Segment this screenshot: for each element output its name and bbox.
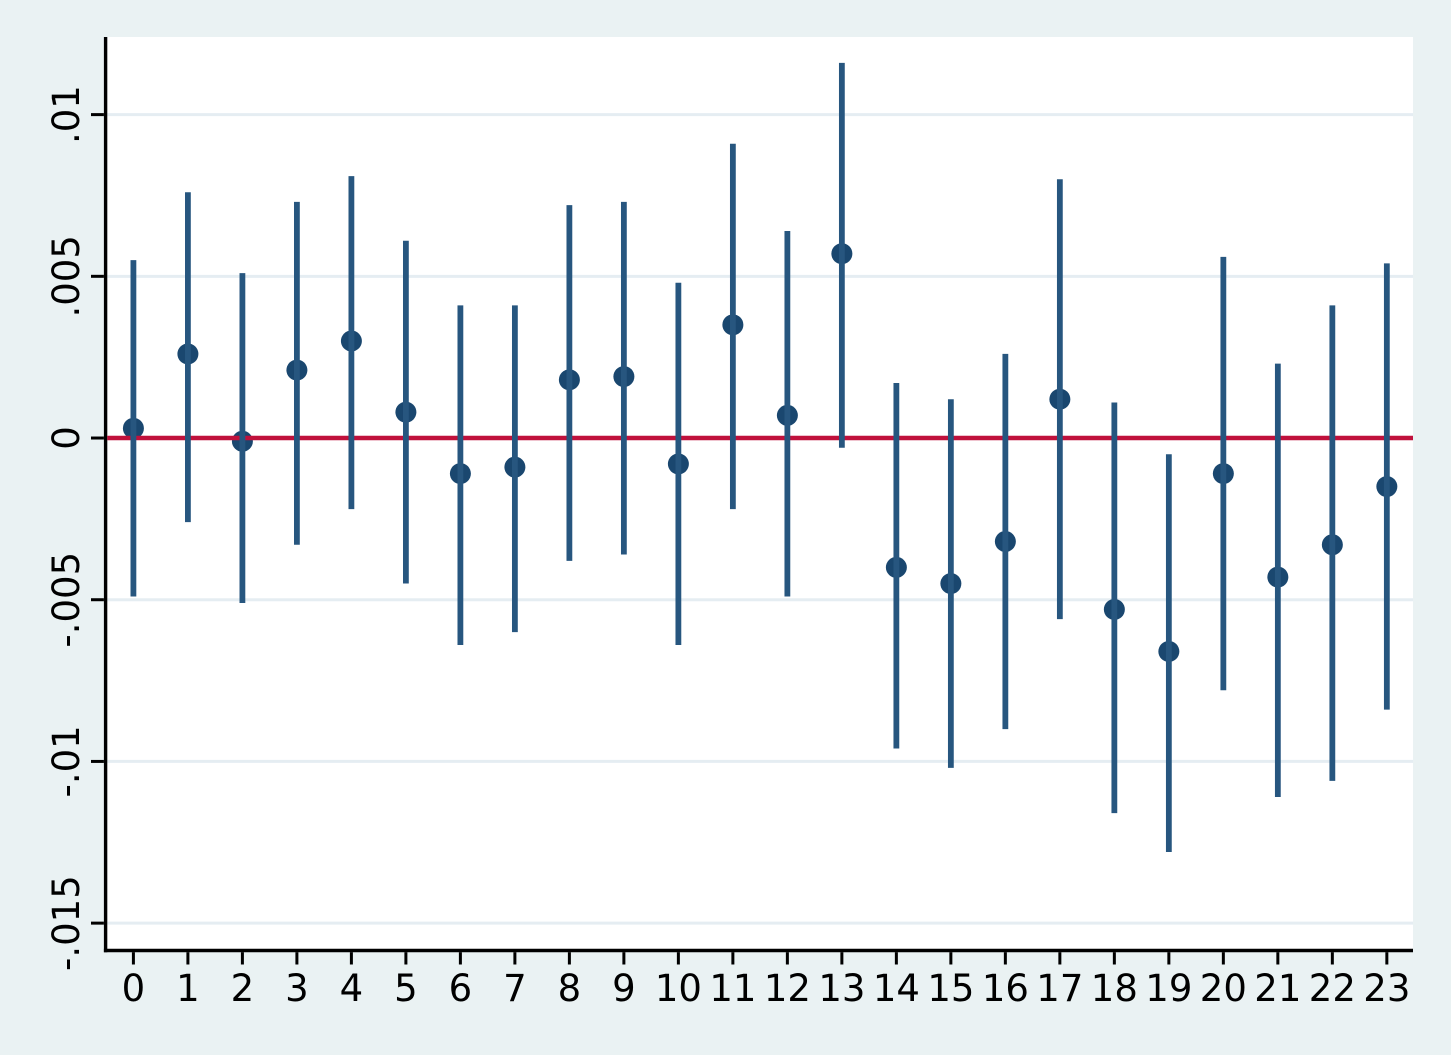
y-tick-label: 0 <box>45 426 88 450</box>
x-tick-label: 9 <box>612 967 636 1010</box>
x-tick-label: 3 <box>285 967 309 1010</box>
x-tick-label: 10 <box>655 967 702 1010</box>
x-tick-label: 13 <box>818 967 865 1010</box>
y-tick-label: -.01 <box>45 725 88 797</box>
x-tick-label: 15 <box>927 967 974 1010</box>
x-tick-label: 4 <box>340 967 364 1010</box>
x-tick-label: 8 <box>558 967 582 1010</box>
x-tick-label: 7 <box>503 967 527 1010</box>
x-tick-label: 5 <box>394 967 418 1010</box>
x-tick-label: 23 <box>1363 967 1410 1010</box>
x-tick-label: 19 <box>1145 967 1192 1010</box>
plot-area <box>107 37 1413 949</box>
y-tick-label: .005 <box>45 235 88 317</box>
x-tick-label: 16 <box>982 967 1029 1010</box>
x-tick-label: 12 <box>764 967 811 1010</box>
y-tick-label: .01 <box>45 85 88 144</box>
x-tick-label: 14 <box>873 967 920 1010</box>
x-tick-label: 0 <box>122 967 146 1010</box>
x-tick-label: 18 <box>1091 967 1138 1010</box>
x-tick-label: 11 <box>709 967 756 1010</box>
y-tick-label: -.015 <box>45 875 88 971</box>
x-tick-label: 2 <box>231 967 255 1010</box>
x-tick-label: 22 <box>1309 967 1356 1010</box>
x-tick-label: 20 <box>1200 967 1247 1010</box>
x-tick-label: 1 <box>176 967 200 1010</box>
x-tick-label: 6 <box>449 967 473 1010</box>
x-tick-label: 21 <box>1254 967 1301 1010</box>
x-tick-label: 17 <box>1036 967 1083 1010</box>
y-tick-label: -.005 <box>45 552 88 648</box>
